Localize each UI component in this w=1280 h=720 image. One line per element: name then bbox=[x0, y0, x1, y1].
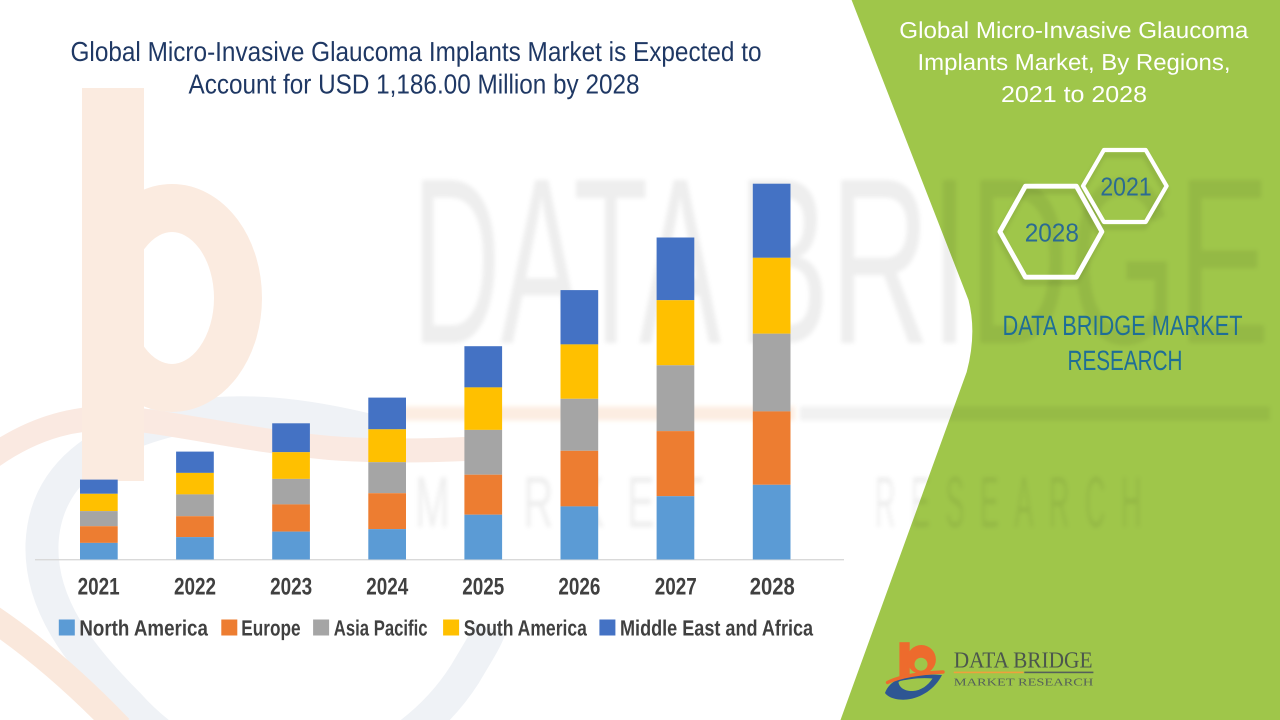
svg-text:2023: 2023 bbox=[270, 574, 312, 601]
svg-text:2021 to 2028: 2021 to 2028 bbox=[1001, 81, 1147, 107]
svg-text:2022: 2022 bbox=[174, 574, 216, 601]
svg-text:2021: 2021 bbox=[78, 574, 120, 601]
svg-text:2027: 2027 bbox=[655, 574, 697, 601]
svg-text:Implants Market, By Regions,: Implants Market, By Regions, bbox=[918, 49, 1231, 75]
svg-text:Europe: Europe bbox=[241, 615, 300, 640]
svg-text:South America: South America bbox=[464, 615, 588, 640]
svg-text:2025: 2025 bbox=[462, 574, 504, 601]
svg-text:MARKET: MARKET bbox=[415, 462, 726, 543]
svg-text:2024: 2024 bbox=[366, 574, 409, 601]
svg-text:BRIDGE: BRIDGE bbox=[737, 129, 1270, 394]
svg-text:2021: 2021 bbox=[1100, 172, 1151, 202]
svg-text:MARKET RESEARCH: MARKET RESEARCH bbox=[954, 677, 1094, 688]
svg-text:Global Micro-Invasive Glaucoma: Global Micro-Invasive Glaucoma bbox=[899, 17, 1248, 43]
svg-text:Account for USD 1,186.00 Milli: Account for USD 1,186.00 Million by 2028 bbox=[189, 69, 640, 100]
svg-text:2028: 2028 bbox=[750, 574, 795, 601]
svg-text:DATA BRIDGE MARKET: DATA BRIDGE MARKET bbox=[1003, 310, 1243, 341]
svg-text:RESEARCH: RESEARCH bbox=[875, 462, 1157, 543]
svg-text:Global Micro-Invasive Glaucoma: Global Micro-Invasive Glaucoma Implants … bbox=[71, 36, 762, 67]
svg-text:Asia Pacific: Asia Pacific bbox=[334, 615, 428, 640]
svg-text:Middle East and Africa: Middle East and Africa bbox=[620, 615, 814, 640]
svg-text:DATA BRIDGE: DATA BRIDGE bbox=[954, 648, 1093, 673]
svg-text:2028: 2028 bbox=[1025, 218, 1079, 248]
svg-text:RESEARCH: RESEARCH bbox=[1068, 345, 1183, 376]
svg-text:2026: 2026 bbox=[558, 574, 600, 601]
svg-text:North America: North America bbox=[79, 615, 208, 640]
